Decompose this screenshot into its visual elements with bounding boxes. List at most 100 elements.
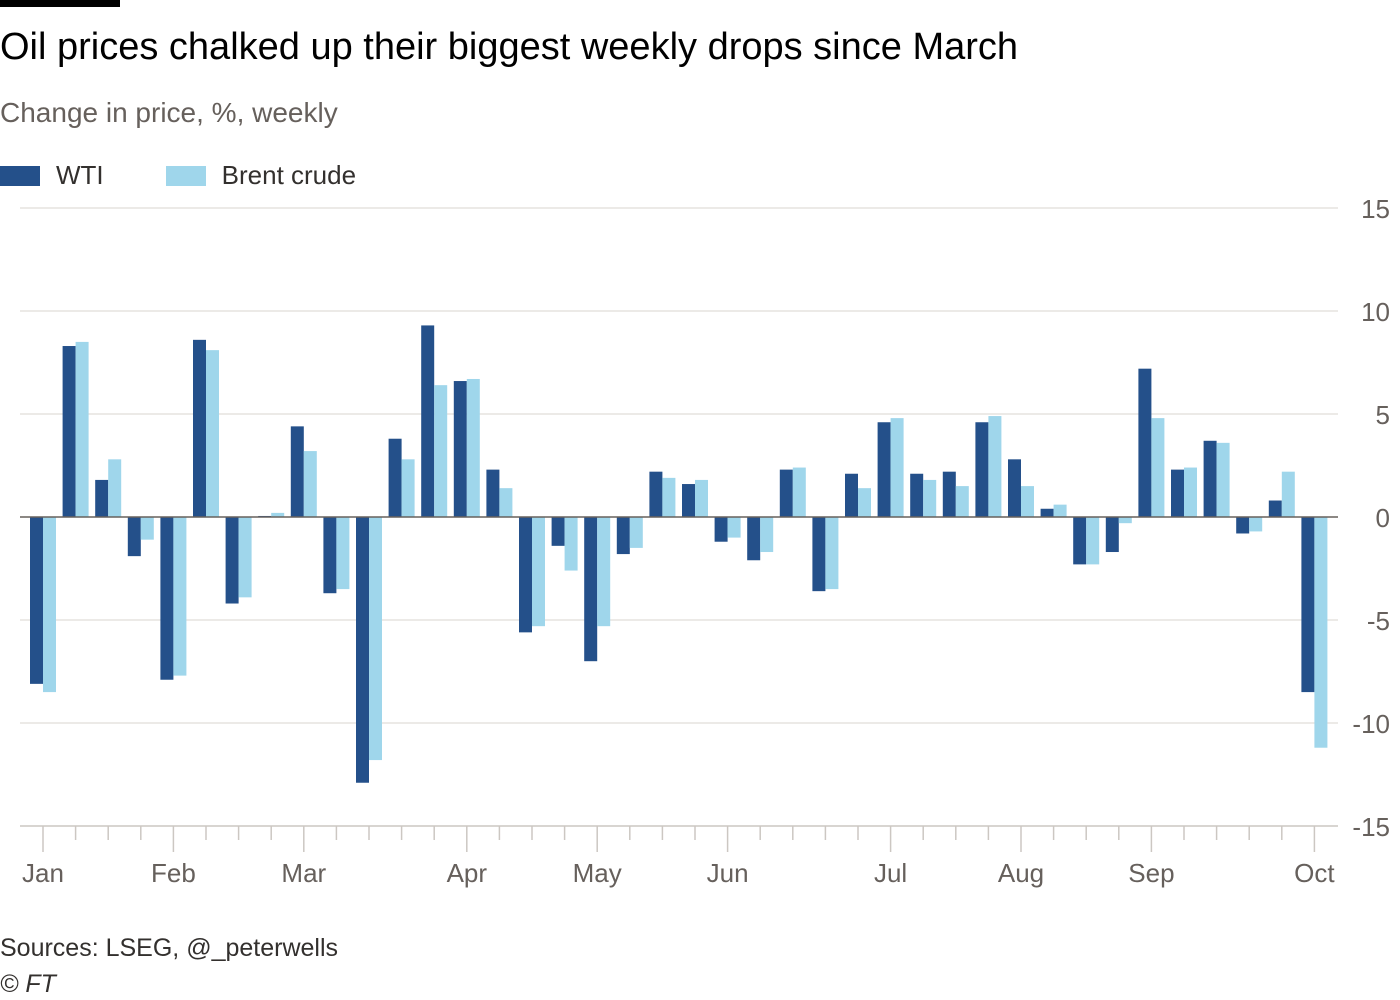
- bar-brent: [695, 479, 708, 517]
- bar-wti: [127, 517, 141, 557]
- x-tick-label: Feb: [151, 858, 196, 888]
- x-tick-label: Jun: [707, 858, 749, 888]
- ft-top-bar: [0, 0, 120, 7]
- bar-brent: [1216, 442, 1230, 517]
- bar-brent: [1249, 517, 1263, 532]
- y-tick-label: 5: [1376, 400, 1390, 430]
- bar-wti: [1073, 517, 1087, 565]
- bar-wti: [356, 517, 369, 783]
- x-tick-label: Oct: [1294, 858, 1335, 888]
- bar-brent: [792, 467, 806, 517]
- bar-wti: [551, 517, 565, 546]
- legend: WTI Brent crude: [0, 160, 418, 191]
- bar-wti: [1171, 469, 1184, 517]
- bar-wti: [812, 517, 826, 592]
- bar-brent: [564, 517, 578, 571]
- bar-wti: [290, 426, 304, 517]
- bar-brent: [336, 517, 350, 590]
- bar-wti: [616, 517, 630, 555]
- x-tick-label: Aug: [998, 858, 1044, 888]
- bar-wti: [942, 471, 956, 517]
- source-note: Sources: LSEG, @_peterwells: [0, 934, 339, 962]
- y-tick-label: -15: [1352, 812, 1390, 842]
- bar-wti: [747, 517, 761, 561]
- bar-brent: [206, 350, 219, 517]
- legend-swatch-wti: [0, 165, 40, 186]
- legend-label-wti: WTI: [56, 160, 104, 190]
- bar-wti: [388, 438, 402, 517]
- y-tick-label: 15: [1361, 194, 1390, 224]
- bar-brent: [1021, 486, 1034, 517]
- y-tick-label: -10: [1352, 709, 1390, 739]
- bar-brent: [1184, 467, 1197, 517]
- bar-brent: [466, 378, 480, 517]
- bar-wti: [62, 346, 76, 517]
- bar-brent: [629, 517, 643, 548]
- bar-brent: [858, 488, 871, 517]
- bar-brent: [955, 486, 969, 517]
- legend-label-brent: Brent crude: [221, 160, 357, 190]
- bar-wti: [1008, 459, 1021, 517]
- bar-brent: [401, 459, 415, 517]
- x-tick-label: Mar: [281, 858, 326, 888]
- x-tick-label: Apr: [447, 858, 488, 888]
- bar-brent: [140, 517, 154, 540]
- bar-wti: [1040, 508, 1054, 517]
- bar-brent: [923, 479, 937, 517]
- bar-wti: [30, 517, 43, 684]
- bar-wti: [975, 422, 989, 517]
- bar-wti: [486, 469, 500, 517]
- bar-wti: [845, 473, 858, 517]
- bar-brent: [434, 385, 448, 517]
- bar-brent: [532, 517, 545, 627]
- bar-wti: [1138, 368, 1152, 517]
- bar-brent: [727, 517, 741, 538]
- legend-item-wti: WTI: [0, 160, 104, 191]
- bar-brent: [597, 517, 611, 627]
- bar-brent: [1118, 517, 1132, 524]
- bar-brent: [238, 517, 252, 598]
- bar-brent: [890, 418, 904, 517]
- x-tick-label: Sep: [1128, 858, 1174, 888]
- bar-wti: [910, 473, 924, 517]
- bar-wti: [519, 517, 532, 633]
- bar-wti: [877, 422, 891, 517]
- bar-brent: [1151, 418, 1165, 517]
- x-tick-label: May: [573, 858, 622, 888]
- bar-brent: [1053, 504, 1067, 517]
- legend-swatch-brent: [165, 165, 206, 186]
- x-tick-label: Jul: [874, 858, 907, 888]
- bar-wti: [1236, 517, 1250, 534]
- bar-brent: [1314, 517, 1328, 748]
- bar-wti: [225, 517, 239, 604]
- x-tick-label: Jan: [22, 858, 64, 888]
- bar-wti: [160, 517, 174, 680]
- bar-wti: [714, 517, 728, 542]
- bar-brent: [988, 416, 1002, 517]
- y-tick-label: 0: [1376, 503, 1390, 533]
- bar-wti: [584, 517, 598, 662]
- chart-subtitle: Change in price, %, weekly: [0, 97, 338, 128]
- bar-brent: [271, 512, 285, 517]
- bar-brent: [662, 477, 676, 517]
- bar-brent: [108, 459, 122, 517]
- legend-item-brent: Brent crude: [165, 160, 357, 191]
- bar-wti: [649, 471, 663, 517]
- copyright: © FT: [0, 970, 56, 998]
- bar-brent: [1086, 517, 1100, 565]
- bar-wti: [1301, 517, 1315, 693]
- y-tick-label: -5: [1367, 606, 1390, 636]
- bar-brent: [303, 451, 317, 517]
- bar-brent: [825, 517, 839, 590]
- bar-wti: [421, 325, 435, 517]
- bar-brent: [1281, 471, 1295, 517]
- bar-brent: [75, 341, 89, 517]
- bar-wti: [1203, 440, 1217, 517]
- bar-brent: [173, 517, 187, 676]
- bar-brent: [369, 517, 382, 761]
- bar-wti: [323, 517, 337, 594]
- bar-brent: [499, 488, 513, 517]
- bar-wti: [95, 479, 109, 517]
- bar-wti: [1268, 500, 1282, 517]
